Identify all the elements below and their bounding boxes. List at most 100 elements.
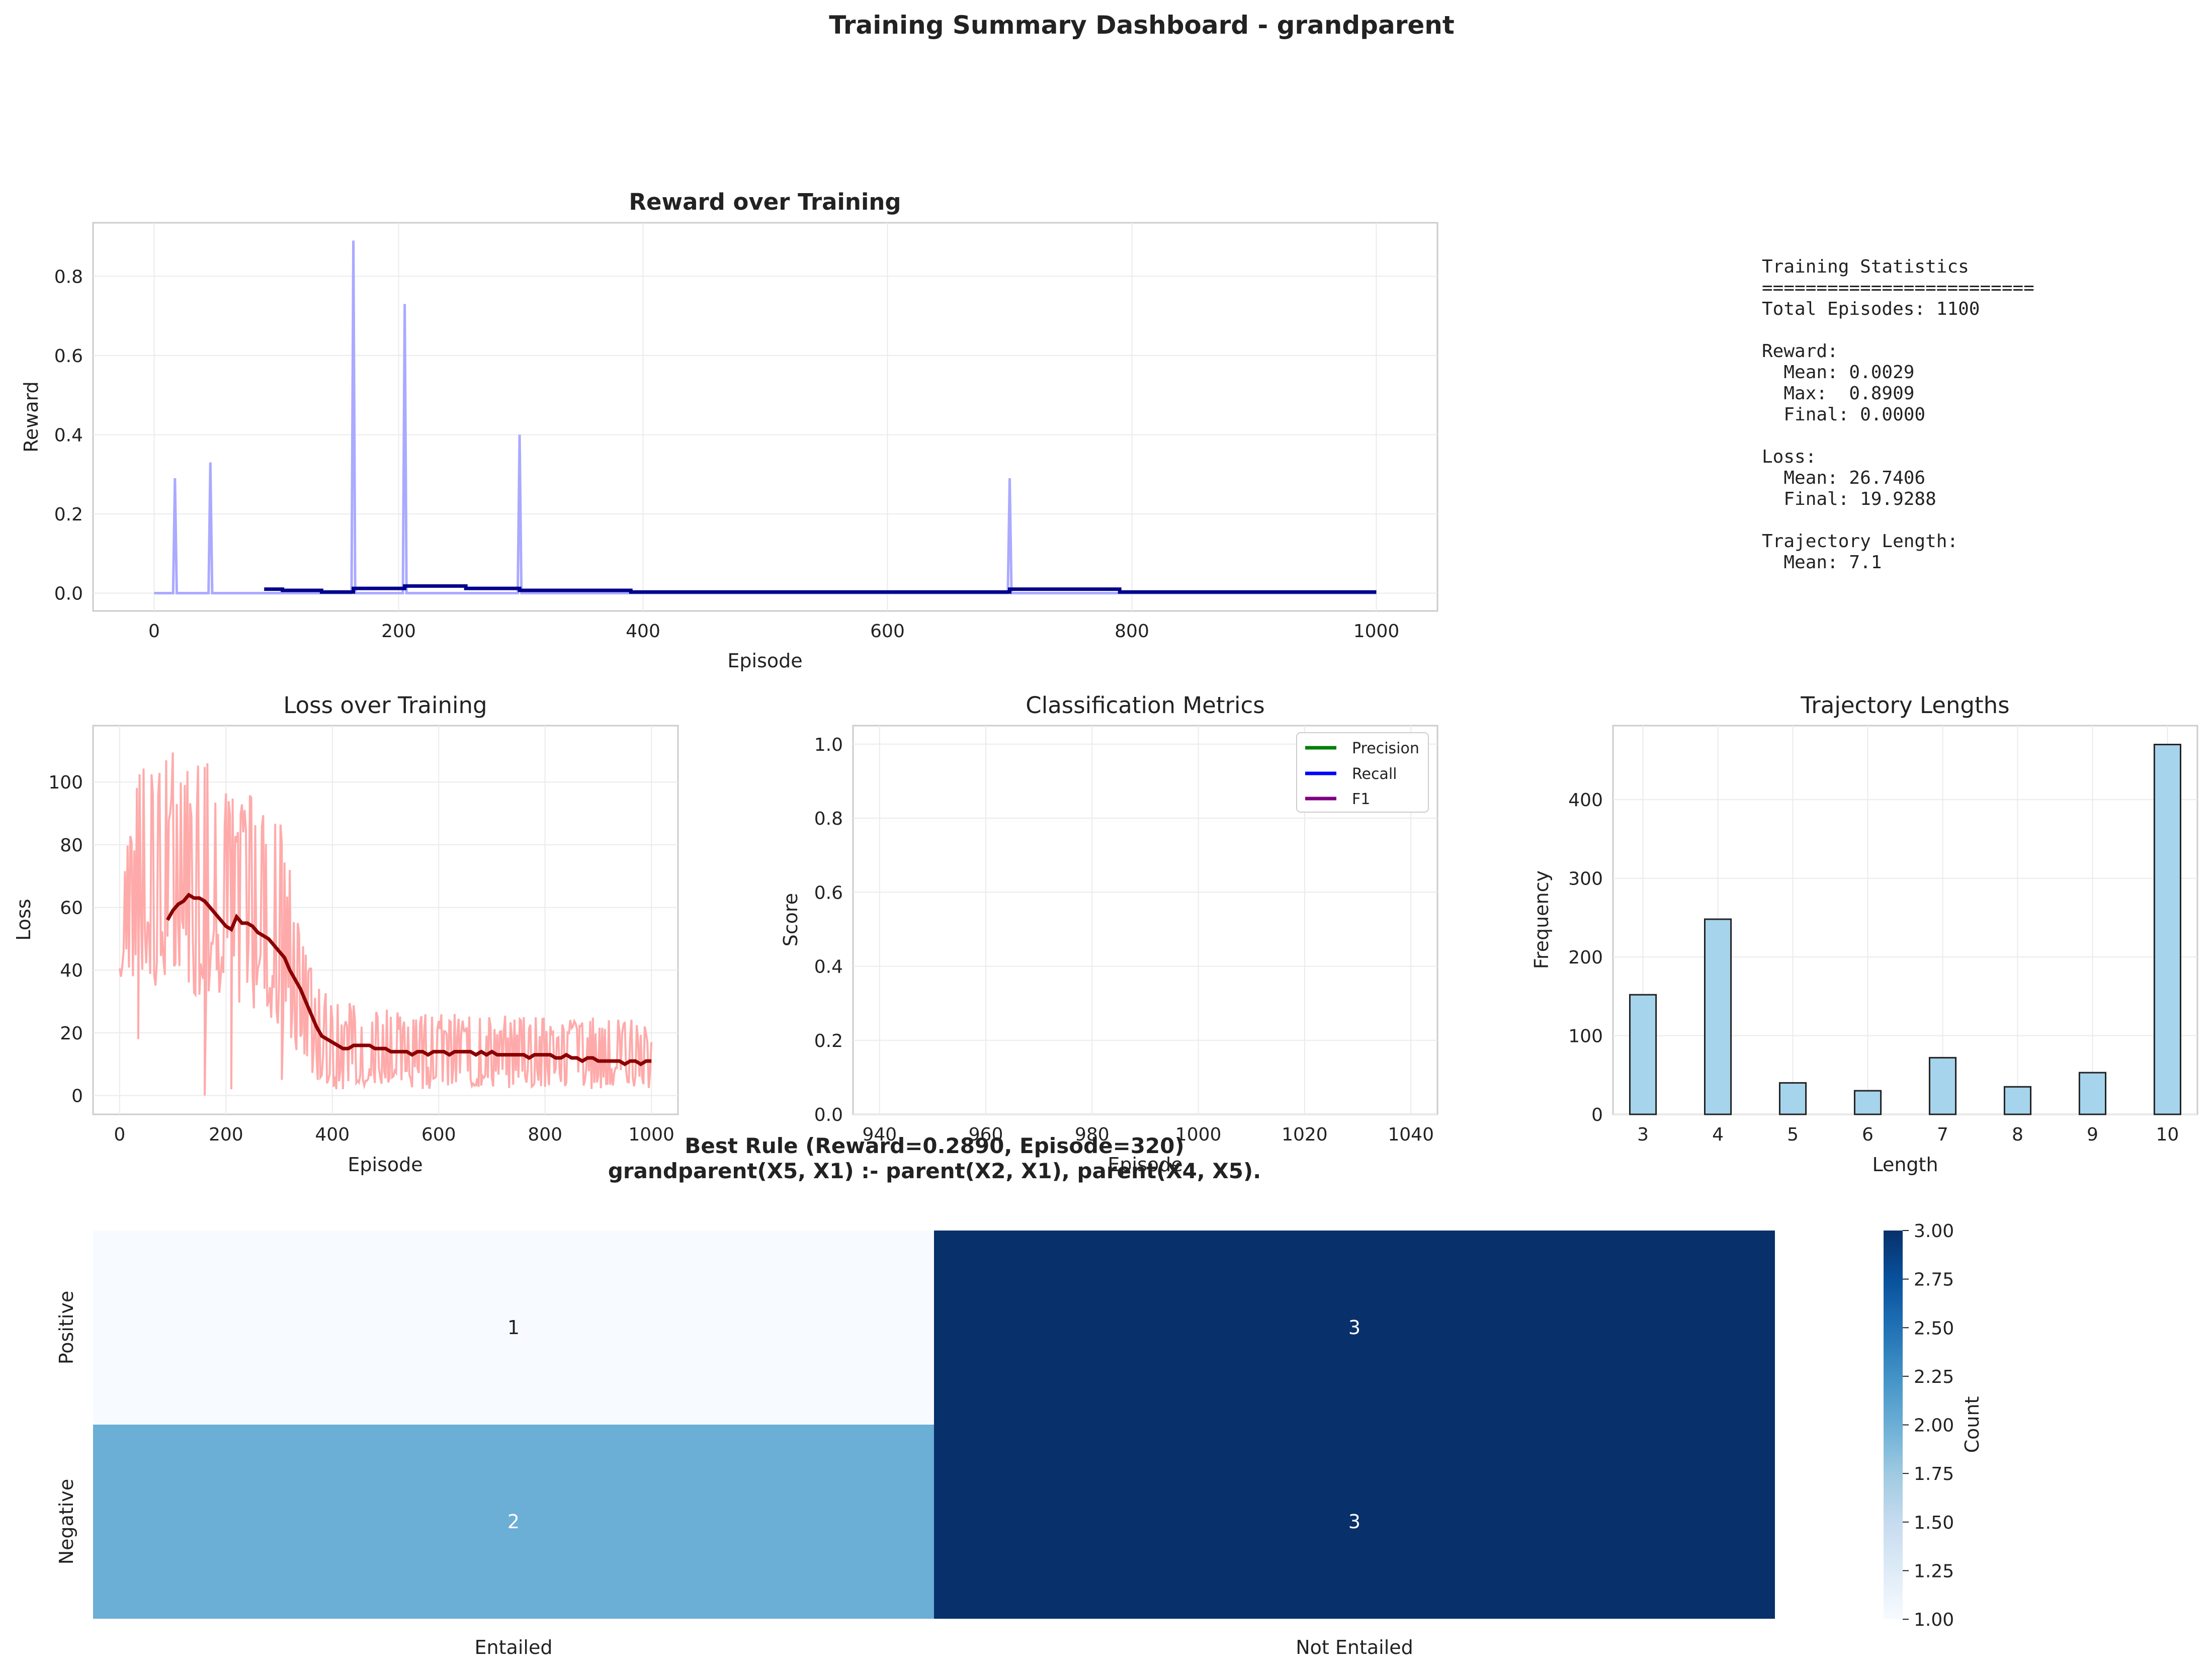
metrics-legend-box: [1296, 732, 1429, 813]
stats-line: [1762, 320, 2034, 341]
x-tick-label: 9: [2087, 1124, 2098, 1145]
loss-raw-line: [118, 752, 653, 1096]
x-tick-label: 1020: [1282, 1124, 1328, 1145]
y-tick-label: 300: [1568, 869, 1603, 890]
y-tick-label: 100: [48, 772, 83, 793]
x-tick-label: 10: [2156, 1124, 2179, 1145]
colorbar-tick-label: 2.50: [1914, 1318, 1954, 1339]
reward-y-axis-label: Reward: [20, 381, 42, 453]
training-stats-panel: Training Statistics =====================…: [1762, 256, 2034, 573]
stats-line: Reward:: [1762, 341, 1838, 362]
trajectory-chart: 3 4 5 6 7 8 9 10 0 100 200 300 400 Trajectory Lengt…: [1530, 692, 2198, 1176]
colorbar-label: Count: [1961, 1396, 1983, 1453]
loss-chart-title: Loss over Training: [283, 692, 487, 719]
y-tick-label: 0: [71, 1086, 83, 1107]
y-tick-label: 80: [60, 835, 83, 856]
x-tick-label: 980: [1075, 1124, 1110, 1145]
histogram-bar: [1928, 1057, 1957, 1115]
stats-line: [1762, 425, 2034, 447]
x-tick-label: 4: [1712, 1124, 1724, 1145]
stats-line: Mean: 26.7406: [1762, 468, 1926, 488]
stats-line: Final: 0.0000: [1762, 404, 1926, 425]
heatmap-cell-value: 1: [507, 1317, 520, 1339]
y-tick-label: 0.6: [54, 346, 83, 367]
metrics-x-axis-label: Episode: [1108, 1154, 1182, 1176]
colorbar-tick-label: 1.25: [1914, 1561, 1954, 1582]
colorbar-tick-label: 3.00: [1914, 1221, 1954, 1242]
y-tick-label: 0.0: [814, 1105, 843, 1125]
colorbar-tick-label: 2.25: [1914, 1367, 1954, 1387]
trajectory-y-axis-label: Frequency: [1530, 870, 1553, 969]
y-tick-label: 0.4: [54, 425, 83, 446]
trajectory-bars: [1629, 744, 2181, 1115]
reward-chart: 0 200 400 600 800 1000 0.0 0.2 0.4 0.6 0.8 Reward…: [20, 189, 1438, 672]
y-tick-label: 0.8: [814, 809, 843, 829]
confusion-heatmap: Best Rule (Reward=0.2890, Episode=320) g…: [55, 1133, 1983, 1658]
reward-plot-area: [92, 222, 1438, 612]
trajectory-chart-title: Trajectory Lengths: [1800, 692, 2009, 719]
trajectory-yticks: 0 100 200 300 400: [1568, 790, 1603, 1125]
heatmap-cell: [93, 1231, 934, 1425]
loss-smoothed-line: [165, 893, 652, 1067]
metrics-xticks: 940 960 980 1000 1020 1040: [862, 1124, 1434, 1145]
stats-line: Loss:: [1762, 447, 1817, 467]
loss-x-axis-label: Episode: [348, 1154, 422, 1176]
trajectory-xticks: 3 4 5 6 7 8 9 10: [1637, 1124, 2179, 1145]
heatmap-cell-value: 2: [507, 1511, 520, 1533]
y-tick-label: 0.2: [814, 1031, 843, 1051]
legend-precision-label: Precision: [1352, 740, 1419, 757]
x-tick-label: 400: [315, 1124, 350, 1145]
y-tick-label: 0.0: [54, 584, 83, 604]
x-tick-label: 5: [1787, 1124, 1799, 1145]
heatmap-row-label: Negative: [55, 1479, 77, 1565]
legend-recall-label: Recall: [1352, 765, 1397, 783]
histogram-bar: [2153, 744, 2181, 1115]
stats-line: Training Statistics: [1762, 256, 1969, 277]
heatmap-colorbar: [1884, 1231, 1903, 1619]
heatmap-title: Best Rule (Reward=0.2890, Episode=320): [685, 1133, 1184, 1158]
loss-series: [118, 752, 653, 1096]
x-tick-label: 940: [862, 1124, 897, 1145]
heatmap-col-label: Entailed: [475, 1636, 553, 1658]
x-tick-label: 8: [2012, 1124, 2023, 1145]
histogram-bar: [2003, 1086, 2032, 1115]
reward-x-axis-label: Episode: [727, 650, 802, 672]
colorbar-tick-label: 2.75: [1914, 1270, 1954, 1290]
reward-smoothed-line: [264, 584, 1377, 594]
loss-xticks: 0 200 400 600 800 1000: [114, 1124, 674, 1145]
histogram-bar: [1778, 1082, 1807, 1115]
colorbar-ticks: 1.00 1.25 1.50 1.75 2.00 2.25 2.50 2.75 3.00: [1903, 1221, 1954, 1630]
histogram-bar: [2078, 1072, 2107, 1115]
x-tick-label: 1000: [1175, 1124, 1222, 1145]
y-tick-label: 0.2: [54, 504, 83, 525]
x-tick-label: 1000: [1353, 621, 1400, 642]
stats-line: =========================: [1762, 278, 2034, 298]
y-tick-label: 0.4: [814, 957, 843, 978]
trajectory-plot-area: [1612, 725, 2198, 1115]
reward-chart-title: Reward over Training: [629, 189, 901, 215]
heatmap-row-label: Positive: [55, 1291, 77, 1365]
trajectory-x-axis-label: Length: [1872, 1154, 1938, 1176]
metrics-chart: 940 960 980 1000 1020 1040 0.0 0.2 0.4 0.6 0.8 1.0…: [780, 692, 1438, 1176]
heatmap-cells: 1 3 2 3: [93, 1231, 1775, 1619]
heatmap-rule: grandparent(X5, X1) :- parent(X2, X1), p…: [608, 1159, 1261, 1183]
stats-line: [1762, 510, 2034, 531]
x-tick-label: 960: [969, 1124, 1003, 1145]
y-tick-label: 60: [60, 898, 83, 919]
stats-line: Max: 0.8909: [1762, 383, 1915, 404]
y-tick-label: 100: [1568, 1026, 1603, 1047]
dashboard-title: Training Summary Dashboard - grandparent: [829, 11, 1455, 40]
y-tick-label: 200: [1568, 947, 1603, 968]
heatmap-axis-labels: Positive Negative Entailed Not Entailed: [55, 1291, 1413, 1658]
stats-line: Total Episodes: 1100: [1762, 299, 1980, 319]
y-tick-label: 40: [60, 960, 83, 981]
x-tick-label: 1000: [628, 1124, 674, 1145]
loss-y-axis-label: Loss: [13, 899, 35, 940]
x-tick-label: 400: [626, 621, 660, 642]
y-tick-label: 0.6: [814, 883, 843, 903]
metrics-y-axis-label: Score: [780, 893, 802, 946]
x-tick-label: 600: [421, 1124, 456, 1145]
reward-series: [154, 240, 1377, 595]
reward-xticks: 0 200 400 600 800 1000: [148, 621, 1399, 642]
